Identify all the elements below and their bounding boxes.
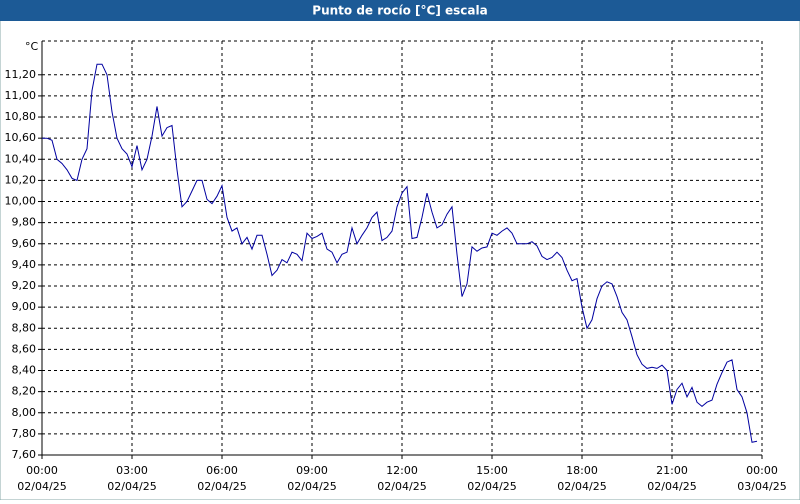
data-line xyxy=(42,63,758,443)
title-bar xyxy=(0,0,800,21)
y-tick-label: 9,80 xyxy=(12,216,37,229)
y-tick-label: 8,20 xyxy=(12,385,37,398)
y-tick-label: 9,60 xyxy=(12,237,37,250)
y-tick-label: 10,60 xyxy=(5,131,37,144)
y-tick-label: 10,80 xyxy=(5,110,37,123)
y-tick-label: 7,80 xyxy=(12,427,37,440)
unit-label: °C xyxy=(25,40,39,53)
y-tick-label: 8,40 xyxy=(12,364,37,377)
y-tick-label: 9,20 xyxy=(12,279,37,292)
x-tick-label: 00:00 03/04/25 xyxy=(737,464,786,493)
y-tick-label: 10,00 xyxy=(5,195,37,208)
x-tick-label: 09:00 02/04/25 xyxy=(287,464,336,493)
y-tick-label: 11,00 xyxy=(5,89,37,102)
y-tick-label: 8,00 xyxy=(12,406,37,419)
y-tick-label: 10,20 xyxy=(5,173,37,186)
y-tick-label: 7,60 xyxy=(12,448,37,461)
y-tick-label: 10,40 xyxy=(5,152,37,165)
x-tick-label: 12:00 02/04/25 xyxy=(377,464,426,493)
chart-title: Punto de rocío [°C] escala xyxy=(312,4,487,18)
x-tick-label: 06:00 02/04/25 xyxy=(197,464,246,493)
x-tick-label: 00:00 02/04/25 xyxy=(17,464,66,493)
y-tick-label: 9,00 xyxy=(12,300,37,313)
y-tick-label: 9,40 xyxy=(12,258,37,271)
x-tick-label: 18:00 02/04/25 xyxy=(557,464,606,493)
y-tick-label: 8,60 xyxy=(12,342,37,355)
x-tick-label: 15:00 02/04/25 xyxy=(467,464,516,493)
y-tick-label: 8,80 xyxy=(12,321,37,334)
y-tick-label: 11,20 xyxy=(5,68,37,81)
x-tick-label: 03:00 02/04/25 xyxy=(107,464,156,493)
x-tick-label: 21:00 02/04/25 xyxy=(647,464,696,493)
